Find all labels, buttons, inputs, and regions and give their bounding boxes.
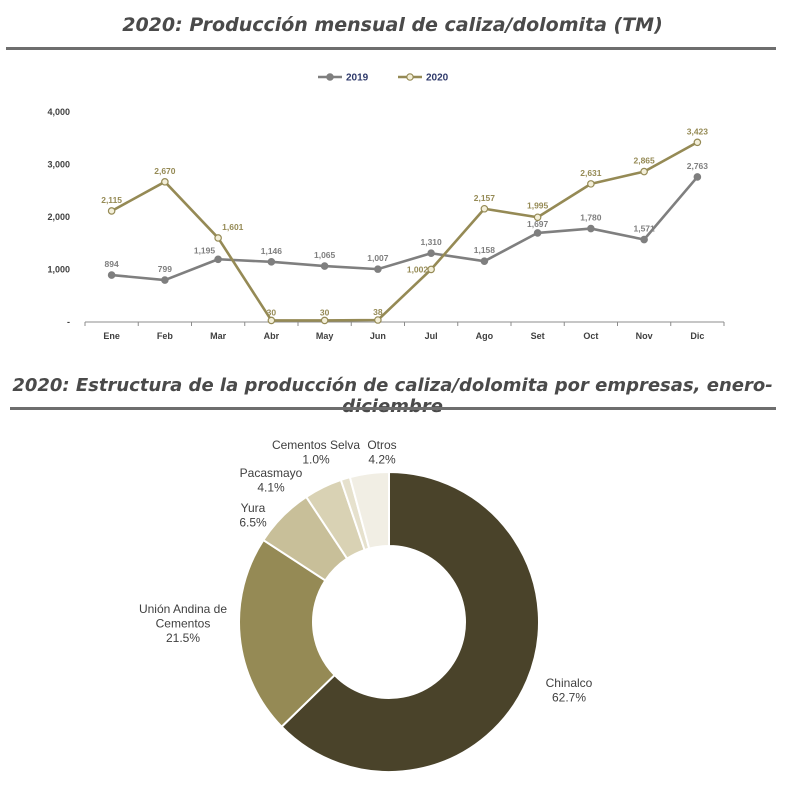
series-2019-data-label: 1,310 <box>420 237 442 247</box>
slice-label-otros: 4.2% <box>368 453 396 467</box>
series-2020-point <box>161 178 169 186</box>
slice-label-pacasmayo: 4.1% <box>257 481 285 495</box>
x-tick-label: Ene <box>103 331 120 341</box>
legend-marker-2020 <box>406 73 414 81</box>
series-2019-point <box>320 262 329 270</box>
x-tick-label: Abr <box>264 331 280 341</box>
series-2019-data-label: 1,697 <box>527 219 549 229</box>
series-2020-data-label: 38 <box>373 307 383 317</box>
series-2020-point <box>267 316 276 325</box>
x-tick-label: Jun <box>370 331 386 341</box>
series-2020-data-label: 2,157 <box>474 193 496 203</box>
legend-label-2019: 2019 <box>346 73 369 84</box>
slice-union-andina <box>238 538 337 729</box>
x-tick-label: May <box>316 331 334 341</box>
series-2020-data-label: 1,601 <box>222 222 244 232</box>
slice-label-chinalco: Chinalco <box>546 676 593 690</box>
slice-label-yura: 6.5% <box>239 516 267 530</box>
series-2020-data-label: 1,002 <box>407 264 429 274</box>
series-2019-point <box>107 271 116 279</box>
series-2020-data-label: 1,995 <box>527 200 549 210</box>
x-tick-label: Feb <box>157 331 174 341</box>
slice-label-chinalco: 62.7% <box>552 691 586 705</box>
line-chart-title: 2020: Producción mensual de caliza/dolom… <box>122 14 663 36</box>
series-2019-data-label: 799 <box>158 264 172 274</box>
series-2019-point <box>693 173 702 181</box>
series-2019-point <box>587 224 595 233</box>
series-2020-data-label: 3,423 <box>687 126 709 136</box>
series-2019-point <box>214 255 222 264</box>
y-tick-label: 3,000 <box>47 160 70 170</box>
x-tick-label: Jul <box>425 331 438 341</box>
series-2019-point <box>161 276 169 284</box>
slice-label-union-andina: Cementos <box>156 617 211 631</box>
pie-chart-title: 2020: Estructura de la producción de cal… <box>12 375 773 417</box>
series-2020-point <box>480 204 489 213</box>
series-2020-point <box>427 265 435 274</box>
y-tick-label: 4,000 <box>47 107 70 117</box>
legend-marker-2019 <box>326 73 334 81</box>
series-2020-point <box>693 138 702 147</box>
series-2020-data-label: 30 <box>267 307 277 317</box>
series-2020-point <box>533 213 542 222</box>
x-tick-label: Nov <box>636 331 653 341</box>
legend-label-2020: 2020 <box>426 73 449 84</box>
series-2020-point <box>214 234 222 242</box>
series-2019-data-label: 1,780 <box>580 213 602 223</box>
slice-label-union-andina: Unión Andina de <box>139 602 227 616</box>
series-2019-point <box>480 257 489 266</box>
series-2020-point <box>107 207 116 215</box>
x-tick-label: Oct <box>583 331 598 341</box>
series-2020-point <box>587 180 595 188</box>
slice-otros <box>348 470 390 550</box>
series-2019-point <box>427 249 435 258</box>
series-2020-data-label: 2,865 <box>633 156 655 166</box>
x-tick-label: Set <box>531 331 545 341</box>
series-2019-point <box>267 258 276 266</box>
x-tick-label: Ago <box>476 331 494 341</box>
series-2019-point <box>640 235 648 244</box>
monthly-production-line-chart: - 1,000 2,000 3,000 4,000 Ene Feb Mar Abr May Jun J… <box>47 73 725 341</box>
y-tick-label: - <box>67 317 70 327</box>
series-2019-data-label: 1,158 <box>474 245 496 255</box>
title-divider <box>6 47 776 50</box>
series-2020-data-label: 2,631 <box>580 168 602 178</box>
slice-label-pacasmayo: Pacasmayo <box>240 466 303 480</box>
series-2019-data-label: 2,763 <box>687 161 709 171</box>
series-2020-point <box>374 316 382 324</box>
x-tick-label: Mar <box>210 331 227 341</box>
series-2019-line <box>111 176 699 282</box>
title-divider <box>10 407 776 410</box>
series-2020-point <box>640 167 648 176</box>
series-2019-data-label: 1,195 <box>194 245 216 255</box>
series-2020-data-label: 2,115 <box>101 195 122 205</box>
slice-label-cementos-selva: Cementos Selva <box>272 438 360 452</box>
series-2020-data-label: 30 <box>320 307 330 317</box>
series-2019-data-label: 1,146 <box>261 246 283 256</box>
y-tick-label: 2,000 <box>47 212 70 222</box>
series-2019-data-label: 1,007 <box>367 253 389 263</box>
series-2020-data-label: 2,670 <box>154 166 176 176</box>
slice-label-union-andina: 21.5% <box>166 631 200 645</box>
series-2019-data-label: 1,571 <box>633 224 655 234</box>
slice-label-cementos-selva: 1.0% <box>302 453 330 467</box>
slice-label-otros: Otros <box>367 438 396 452</box>
series-2019-point <box>374 265 382 273</box>
series-2019-data-label: 894 <box>105 259 119 269</box>
series-2020-line <box>111 141 699 322</box>
series-2020-point <box>320 316 329 325</box>
slice-chinalco <box>280 470 540 773</box>
x-tick-label: Dic <box>690 331 704 341</box>
slice-label-yura: Yura <box>241 501 266 515</box>
series-2019-data-label: 1,065 <box>314 250 336 260</box>
series-2019-point <box>533 229 542 237</box>
y-tick-label: 1,000 <box>47 265 70 275</box>
